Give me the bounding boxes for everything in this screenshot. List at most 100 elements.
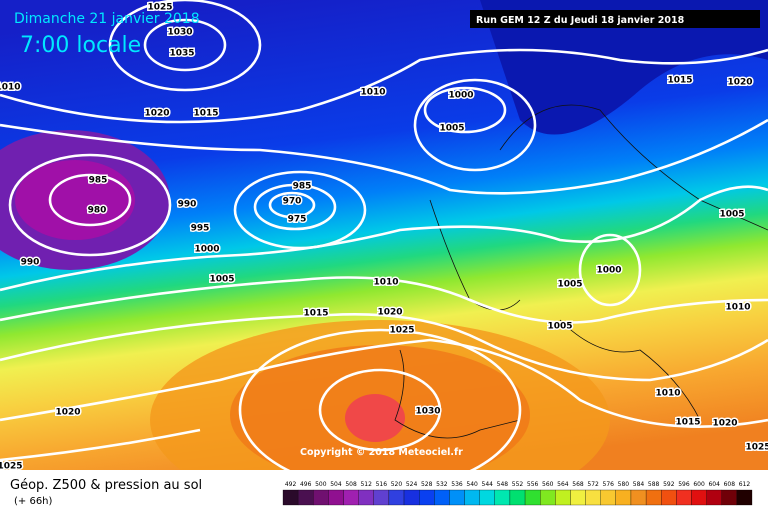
isobar-label: 1030 bbox=[167, 28, 192, 38]
legend-swatch bbox=[403, 489, 420, 506]
legend-swatch bbox=[645, 489, 662, 506]
isobar-label: 985 bbox=[89, 176, 108, 186]
isobar bbox=[143, 18, 227, 72]
legend-swatch bbox=[585, 489, 601, 506]
legend-swatch bbox=[419, 489, 435, 506]
isobar-label: 995 bbox=[191, 224, 210, 234]
isobar-label: 1005 bbox=[547, 322, 572, 332]
legend-label: 612 bbox=[739, 481, 751, 488]
isobar-label: 1000 bbox=[194, 245, 219, 255]
isobar-label: 1010 bbox=[373, 278, 398, 288]
legend-swatch bbox=[721, 489, 738, 506]
copyright: Copyright © 2018 Meteociel.fr bbox=[300, 447, 463, 458]
legend-label: 496 bbox=[300, 481, 312, 488]
isobar-label: 1015 bbox=[303, 309, 328, 319]
legend-swatch bbox=[676, 489, 692, 506]
legend-swatch bbox=[358, 489, 374, 506]
isobar-label: 1020 bbox=[712, 419, 737, 429]
purple-core bbox=[15, 160, 135, 240]
isobar-labels: 1025 1030 1035 1010 1020 1015 1010 1000 1005 985 9… bbox=[0, 1, 768, 473]
run-info: Run GEM 12 Z du Jeudi 18 janvier 2018 bbox=[476, 15, 685, 26]
isobar-label: 990 bbox=[178, 200, 197, 210]
date: Dimanche 21 janvier 2018 bbox=[14, 11, 200, 27]
isobar-label: 985 bbox=[293, 182, 312, 192]
legend-swatch bbox=[691, 489, 707, 506]
isobar-label: 1005 bbox=[209, 275, 234, 285]
isobar bbox=[413, 78, 537, 172]
legend-swatch bbox=[736, 489, 753, 506]
color-legend: 492 496 500 504 508 512 516 520 524 528 532 536 540 5… bbox=[282, 481, 753, 506]
legend-label: 608 bbox=[724, 481, 736, 488]
legend-label: 588 bbox=[648, 481, 660, 488]
legend-swatch bbox=[600, 489, 616, 506]
isobar bbox=[0, 185, 768, 292]
legend-swatch bbox=[373, 489, 390, 506]
legend-label: 512 bbox=[360, 481, 372, 488]
isobar bbox=[0, 118, 768, 195]
isobar bbox=[253, 183, 337, 231]
legend-swatch bbox=[313, 489, 329, 506]
legend-swatch bbox=[615, 489, 632, 506]
isobar-label: 1000 bbox=[448, 91, 473, 101]
isobar bbox=[48, 173, 132, 227]
isobar bbox=[108, 0, 262, 92]
isobar bbox=[423, 86, 507, 134]
footer-title: Géop. Z500 & pression au sol bbox=[10, 478, 202, 493]
legend-swatch bbox=[434, 489, 450, 506]
legend-label: 540 bbox=[466, 481, 478, 488]
isobar-label: 1015 bbox=[193, 109, 218, 119]
legend-swatch bbox=[555, 489, 571, 506]
legend-swatch bbox=[464, 489, 480, 506]
legend-label: 548 bbox=[497, 481, 509, 488]
isobar-label: 1020 bbox=[55, 408, 80, 418]
legend-label: 544 bbox=[482, 481, 494, 488]
legend-label: 604 bbox=[708, 481, 720, 488]
isobar-label: 1020 bbox=[144, 109, 169, 119]
isobar bbox=[8, 153, 172, 257]
legend-swatch bbox=[570, 489, 586, 506]
legend-label: 504 bbox=[330, 481, 342, 488]
local-time: 7:00 locale bbox=[20, 33, 141, 58]
isobar-label: 990 bbox=[21, 258, 40, 268]
legend-label: 556 bbox=[527, 481, 539, 488]
isobar-label: 1035 bbox=[169, 49, 194, 59]
isobar-label: 1000 bbox=[596, 266, 621, 276]
legend-label: 600 bbox=[693, 481, 705, 488]
isobar-label: 1010 bbox=[655, 389, 680, 399]
isobar-label: 1025 bbox=[0, 462, 23, 472]
legend-label: 520 bbox=[391, 481, 403, 488]
isobar bbox=[318, 368, 442, 452]
legend-label: 552 bbox=[512, 481, 524, 488]
legend-label: 516 bbox=[376, 481, 388, 488]
legend-label: 500 bbox=[315, 481, 327, 488]
isobar-label: 1020 bbox=[377, 308, 402, 318]
isobar-label: 975 bbox=[288, 215, 307, 225]
isobar-label: 1015 bbox=[667, 76, 692, 86]
legend-swatch bbox=[343, 489, 359, 506]
legend-swatch bbox=[540, 489, 556, 506]
isobar-label: 1025 bbox=[147, 3, 172, 13]
legend-label: 492 bbox=[285, 481, 297, 488]
legend-label: 572 bbox=[587, 481, 599, 488]
isobar bbox=[0, 428, 201, 462]
isobar-label: 1015 bbox=[675, 418, 700, 428]
isobar bbox=[0, 312, 768, 382]
isobar-label: 1025 bbox=[389, 326, 414, 336]
legend-label: 524 bbox=[406, 481, 418, 488]
legend-label: 592 bbox=[663, 481, 675, 488]
isobar-label: 970 bbox=[283, 197, 302, 207]
isobar-label: 980 bbox=[88, 206, 107, 216]
legend-swatch bbox=[479, 489, 495, 506]
legend-label: 584 bbox=[633, 481, 645, 488]
isobar-label: 1025 bbox=[745, 443, 768, 453]
run-box bbox=[470, 10, 760, 28]
isobar bbox=[0, 48, 768, 124]
isobar-label: 1010 bbox=[360, 88, 385, 98]
legend-swatch bbox=[282, 489, 299, 506]
legend-swatch bbox=[297, 489, 314, 506]
legend-swatch bbox=[706, 489, 722, 506]
legend-swatch bbox=[494, 489, 511, 506]
legend-swatch bbox=[524, 489, 541, 506]
isobar-label: 1005 bbox=[439, 124, 464, 134]
isobars bbox=[0, 0, 768, 490]
